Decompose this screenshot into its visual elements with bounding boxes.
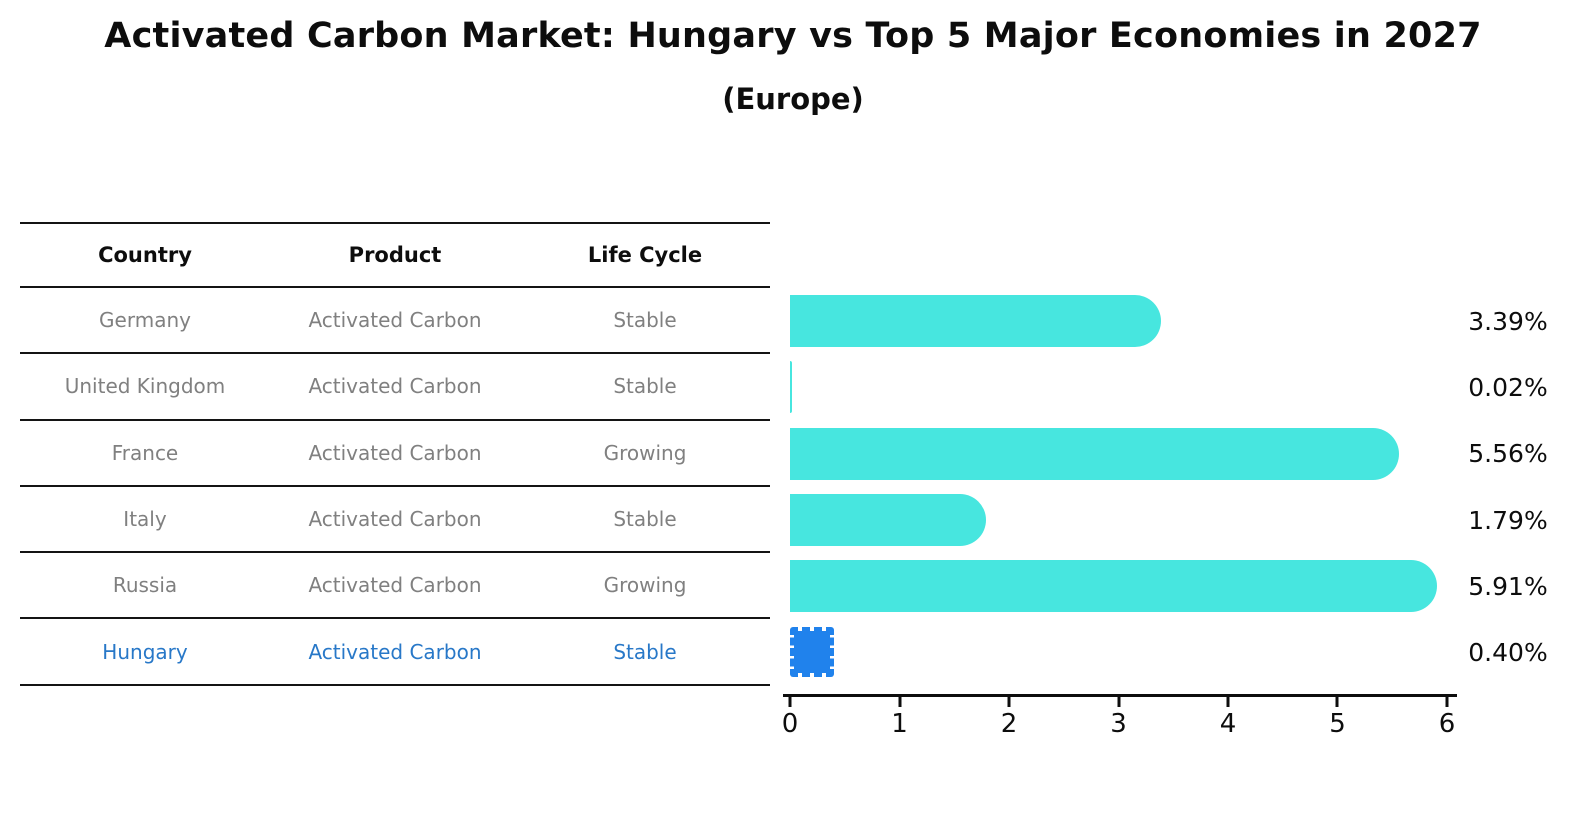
table-header-row: Country Product Life Cycle: [20, 222, 770, 288]
value-label-france: 5.56%: [1468, 439, 1548, 469]
cell-life-cycle: Growing: [603, 573, 687, 598]
cell-life-cycle: Growing: [603, 440, 687, 465]
table-row-russia: Russia Activated Carbon Growing: [20, 553, 770, 620]
x-tick: [1335, 694, 1339, 707]
bar-row-russia: [790, 553, 1447, 619]
x-tick: [1226, 694, 1230, 707]
bar-row-hungary: [790, 619, 1447, 685]
bar-italy: [790, 493, 986, 546]
table-row-hungary: Hungary Activated Carbon Stable: [20, 619, 770, 686]
table-row-italy: Italy Activated Carbon Stable: [20, 487, 770, 554]
value-label-column: 3.39% 0.02% 5.56% 1.79% 5.91% 0.40%: [1458, 288, 1558, 686]
cell-life-cycle: Stable: [613, 507, 677, 532]
x-tick: [898, 694, 901, 707]
cell-product: Activated Carbon: [308, 308, 482, 333]
cell-product: Activated Carbon: [308, 440, 482, 465]
x-tick-label: 5: [1329, 709, 1346, 739]
cell-life-cycle: Stable: [613, 639, 677, 664]
x-axis-ticks: 0 1 2 3 4 5 6: [782, 694, 1455, 744]
x-tick-label: 3: [1110, 709, 1127, 739]
value-label-hungary: 0.40%: [1468, 638, 1548, 668]
table-row-germany: Germany Activated Carbon Stable: [20, 288, 770, 355]
x-tick: [788, 694, 792, 707]
cell-product: Activated Carbon: [308, 507, 482, 532]
table-row-united-kingdom: United Kingdom Activated Carbon Stable: [20, 354, 770, 421]
x-tick-label: 6: [1438, 709, 1456, 739]
cell-country: Germany: [99, 308, 191, 333]
bar-france: [790, 427, 1399, 480]
x-tick-label: 1: [891, 709, 908, 739]
x-tick: [1117, 694, 1120, 707]
x-tick: [1007, 694, 1011, 707]
x-axis-line: [783, 694, 1457, 697]
cell-product: Activated Carbon: [308, 639, 482, 664]
chart-subtitle: (Europe): [722, 82, 864, 116]
bar-row-france: [790, 421, 1447, 487]
column-header-product: Product: [348, 243, 442, 267]
cell-product: Activated Carbon: [308, 573, 482, 598]
bar-row-germany: [790, 288, 1447, 354]
cell-country: Russia: [112, 573, 178, 598]
value-label-united-kingdom: 0.02%: [1468, 372, 1548, 402]
column-header-country: Country: [98, 243, 192, 267]
column-header-life-cycle: Life Cycle: [587, 243, 703, 267]
bar-hungary: [790, 627, 834, 678]
value-label-germany: 3.39%: [1468, 306, 1548, 336]
bar-russia: [790, 560, 1438, 613]
cell-country: Italy: [123, 507, 167, 532]
cell-life-cycle: Stable: [613, 308, 677, 333]
cell-country: United Kingdom: [64, 374, 226, 399]
cell-country: France: [111, 440, 179, 465]
bar-row-united-kingdom: [790, 354, 1447, 420]
value-label-italy: 1.79%: [1468, 505, 1548, 535]
bar-chart: [790, 288, 1447, 686]
bar-row-italy: [790, 487, 1447, 553]
x-tick-label: 0: [781, 709, 799, 739]
value-label-russia: 5.91%: [1468, 571, 1548, 601]
country-table: Country Product Life Cycle Germany Activ…: [20, 222, 770, 686]
x-tick-label: 4: [1219, 709, 1237, 739]
x-tick: [1445, 694, 1449, 707]
bar-germany: [790, 295, 1162, 347]
bar-united-kingdom: [790, 361, 793, 414]
cell-life-cycle: Stable: [613, 374, 677, 399]
x-tick-label: 2: [1000, 709, 1018, 739]
chart-title: Activated Carbon Market: Hungary vs Top …: [104, 16, 1482, 56]
table-row-france: France Activated Carbon Growing: [20, 421, 770, 487]
cell-product: Activated Carbon: [308, 374, 482, 399]
cell-country: Hungary: [102, 639, 188, 664]
